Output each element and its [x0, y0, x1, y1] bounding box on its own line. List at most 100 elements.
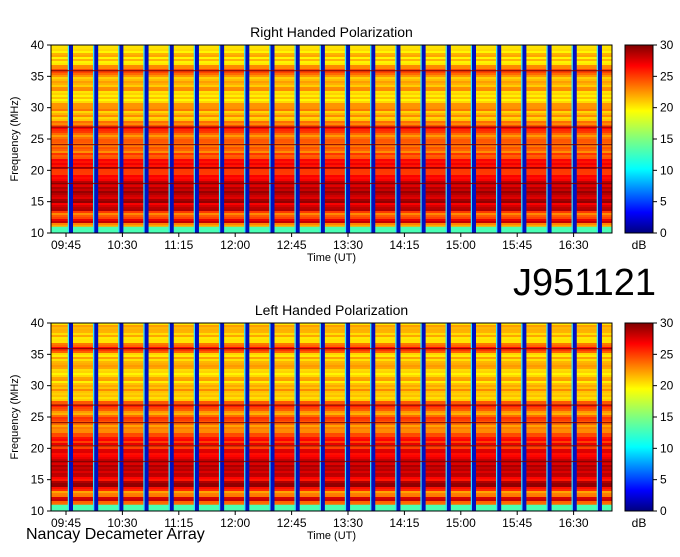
calibration-gap [421, 323, 426, 511]
spectrum-row [51, 159, 612, 162]
y-tick-label: 15 [31, 195, 45, 209]
calibration-edge [143, 323, 145, 511]
calibration-gap [346, 323, 351, 511]
spectrum-row [51, 423, 612, 426]
x-tick-label: 11:15 [164, 516, 193, 530]
y-tick-label: 35 [31, 347, 45, 361]
spectrum-row [51, 369, 612, 372]
spectrum-row [51, 173, 612, 176]
x-tick-label: 15:45 [502, 238, 532, 252]
x-tick-label: 14:15 [389, 516, 419, 530]
calibration-edge [319, 323, 321, 511]
spectrum-row [51, 205, 612, 208]
spectrum-row [51, 129, 612, 132]
y-axis-label: Frequency (MHz) [9, 97, 21, 182]
interference-line [51, 167, 612, 169]
spectrum-row [51, 497, 612, 500]
spectrum-row [51, 185, 612, 188]
calibration-gap [169, 45, 174, 233]
spectrum-row [51, 491, 612, 494]
interference-line [51, 70, 612, 72]
calibration-gap [270, 323, 275, 511]
calibration-edge [244, 45, 246, 233]
spectrum-row [51, 469, 612, 472]
spectrum-row [51, 473, 612, 476]
x-tick-label: 15:00 [446, 516, 476, 530]
spectrum-row [51, 161, 612, 164]
spectrum-row [51, 149, 612, 152]
spectrogram-heatmap [51, 45, 612, 234]
calibration-edge [395, 45, 397, 233]
y-tick-label: 15 [31, 473, 45, 487]
calibration-gap [245, 323, 250, 511]
spectrum-row [51, 199, 612, 202]
calibration-gap [144, 45, 149, 233]
spectrum-row [51, 471, 612, 474]
calibration-edge [521, 323, 523, 511]
calibration-gap [245, 45, 250, 233]
calibration-gap [69, 45, 73, 233]
spectrum-row [51, 225, 612, 228]
calibration-edge [294, 323, 296, 511]
calibration-gap [497, 323, 502, 511]
spectrum-row [51, 379, 612, 382]
calibration-gap [547, 45, 552, 233]
spectrum-row [51, 93, 612, 96]
spectrum-row [51, 391, 612, 394]
spectrum-row [51, 431, 612, 434]
calibration-edge [168, 45, 170, 233]
spectrum-row [51, 411, 612, 414]
spectrum-row [51, 125, 612, 128]
spectrum-row [51, 399, 612, 402]
spectrum-row [51, 67, 612, 70]
spectrum-row [51, 325, 612, 328]
interference-line [51, 422, 612, 424]
y-tick-label: 30 [31, 379, 45, 393]
spectrum-row [51, 395, 612, 398]
calibration-gap [119, 45, 124, 233]
spectrum-row [51, 419, 612, 422]
calibration-edge [470, 323, 473, 511]
spectrum-row [51, 323, 612, 326]
spectrum-row [51, 477, 612, 480]
spectrum-row [51, 179, 612, 182]
spectrum-row [51, 155, 612, 158]
spectrum-row [51, 339, 612, 342]
calibration-edge [395, 323, 397, 511]
spectrum-row [51, 145, 612, 148]
spectrum-row [51, 157, 612, 160]
interference-line [51, 144, 612, 146]
calibration-edge [319, 45, 321, 233]
spectrum-row [51, 181, 612, 184]
x-tick-label: 10:30 [107, 516, 137, 530]
spectrum-row [51, 193, 612, 196]
colorbar-tick-label: 30 [660, 38, 674, 52]
calibration-gap [572, 45, 577, 233]
spectrum-row [51, 131, 612, 134]
x-tick-label: 14:15 [389, 238, 419, 252]
spectrum-row [51, 345, 612, 348]
calibration-edge [344, 45, 347, 233]
x-tick-label: 09:45 [51, 516, 81, 530]
calibration-gap [446, 323, 451, 511]
calibration-gap [547, 323, 552, 511]
spectrum-row [51, 219, 612, 222]
calibration-gap [522, 45, 527, 233]
right-polarization-panel: Right Handed Polarization 10 15 20 25 30 35 40 F… [9, 24, 674, 264]
calibration-edge [193, 45, 195, 233]
x-axis-label: Time (UT) [307, 252, 356, 264]
spectrum-row [51, 191, 612, 194]
spectrum-row [51, 447, 612, 450]
spectrum-row [51, 133, 612, 136]
spectrum-row [51, 49, 612, 52]
calibration-gap [522, 323, 527, 511]
calibration-edge [370, 45, 372, 233]
x-tick-label: 12:45 [277, 516, 307, 530]
spectrum-row [51, 383, 612, 386]
calibration-gap [572, 323, 577, 511]
spectrum-row [51, 489, 612, 492]
x-tick-label: 12:00 [220, 238, 250, 252]
calibration-edge [168, 323, 170, 511]
spectrum-row [51, 147, 612, 150]
